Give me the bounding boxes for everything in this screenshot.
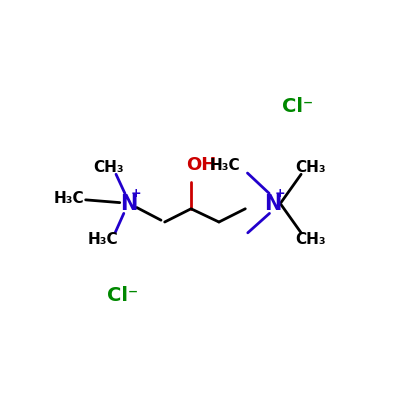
Text: N: N xyxy=(264,194,281,214)
Text: N: N xyxy=(120,194,138,214)
Text: Cl⁻: Cl⁻ xyxy=(282,97,314,116)
Text: CH₃: CH₃ xyxy=(295,232,326,247)
Text: H₃C: H₃C xyxy=(210,158,240,172)
Text: OH: OH xyxy=(186,156,216,174)
Text: Cl⁻: Cl⁻ xyxy=(107,286,138,306)
Text: CH₃: CH₃ xyxy=(94,160,124,175)
Text: +: + xyxy=(131,187,142,200)
Text: H₃C: H₃C xyxy=(53,192,84,206)
Text: H₃C: H₃C xyxy=(87,232,118,247)
Text: +: + xyxy=(274,187,285,200)
Text: CH₃: CH₃ xyxy=(295,160,326,175)
